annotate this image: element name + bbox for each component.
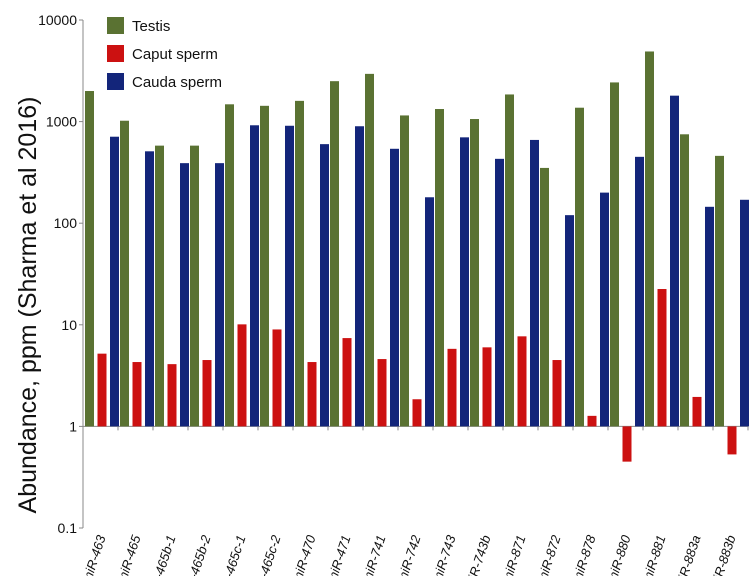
bar-testis — [610, 82, 619, 427]
bar-cauda-sperm — [285, 125, 294, 427]
category-labels: miR-463 miR-465 miR-465b-1 miR-465b-2 miR-46… — [79, 426, 749, 576]
category-label: miR-872 — [534, 533, 564, 576]
bar-caput-sperm — [447, 348, 457, 427]
bar-cauda-sperm — [670, 95, 679, 427]
category-label: miR-871 — [499, 533, 528, 576]
bar-caput-sperm — [202, 360, 212, 427]
category-label: miR-465b-1 — [143, 533, 178, 576]
category-label: miR-878 — [569, 533, 599, 576]
legend-swatch — [107, 17, 124, 34]
y-tick-label: 1 — [69, 418, 77, 434]
bar-cauda-sperm — [355, 126, 364, 427]
bars-group — [85, 51, 749, 462]
bar-cauda-sperm — [425, 197, 434, 427]
bar-testis — [365, 73, 374, 427]
bar-testis — [260, 105, 269, 427]
bar-testis — [85, 91, 94, 427]
bar-testis — [435, 109, 444, 427]
category-label: miR-883b — [707, 533, 739, 576]
category-label: miR-742 — [394, 533, 424, 576]
bar-cauda-sperm — [565, 215, 574, 427]
bar-caput-sperm — [377, 359, 387, 427]
bar-testis — [155, 145, 164, 427]
bar-testis — [645, 51, 654, 427]
legend: Testis Caput sperm Cauda sperm — [107, 17, 222, 91]
bar-caput-sperm — [517, 336, 527, 427]
category-label: miR-470 — [289, 533, 319, 576]
category-label: miR-471 — [324, 533, 353, 576]
bar-caput-sperm — [552, 360, 562, 427]
category-label: miR-883a — [672, 533, 704, 576]
bar-caput-sperm — [587, 415, 597, 427]
bar-caput-sperm — [167, 364, 177, 427]
bar-caput-sperm — [657, 289, 667, 427]
legend-label: Caput sperm — [132, 46, 218, 63]
bar-cauda-sperm — [740, 199, 749, 427]
y-tick-label: 100 — [54, 215, 78, 231]
category-label: miR-741 — [359, 533, 388, 576]
category-label: miR-880 — [604, 533, 634, 576]
bar-testis — [400, 115, 409, 427]
legend-swatch — [107, 45, 124, 62]
bar-cauda-sperm — [110, 136, 119, 427]
legend-label: Testis — [132, 18, 170, 35]
bar-cauda-sperm — [390, 148, 399, 427]
category-label: miR-463 — [79, 533, 109, 576]
bar-caput-sperm — [692, 396, 702, 427]
y-tick-label: 10 — [61, 317, 77, 333]
legend-label: Cauda sperm — [132, 74, 222, 91]
bar-caput-sperm — [237, 324, 247, 427]
bar-cauda-sperm — [600, 192, 609, 427]
bar-caput-sperm — [727, 426, 737, 455]
bar-cauda-sperm — [145, 151, 154, 427]
bar-cauda-sperm — [215, 163, 224, 427]
bar-cauda-sperm — [530, 139, 539, 427]
bar-cauda-sperm — [460, 137, 469, 427]
bar-caput-sperm — [412, 399, 422, 427]
bar-testis — [540, 167, 549, 427]
bar-testis — [575, 107, 584, 427]
y-tick-label: 1000 — [46, 114, 77, 130]
bar-testis — [225, 104, 234, 427]
category-label: miR-465 — [114, 533, 144, 576]
bar-cauda-sperm — [705, 206, 714, 427]
bar-cauda-sperm — [495, 158, 504, 427]
category-label: miR-881 — [639, 533, 668, 576]
y-tick-label: 10000 — [38, 12, 77, 28]
bar-testis — [295, 100, 304, 427]
category-label: miR-465b-2 — [178, 533, 213, 576]
y-axis-label: Abundance, ppm (Sharma et al 2016) — [14, 97, 42, 514]
bar-cauda-sperm — [635, 156, 644, 427]
bar-testis — [190, 145, 199, 427]
bar-testis — [680, 134, 689, 427]
bar-cauda-sperm — [320, 144, 329, 427]
bar-testis — [330, 81, 339, 427]
y-axis-ticks: 10000 1000 100 10 1 0.1 — [38, 12, 83, 536]
bar-caput-sperm — [132, 362, 142, 427]
bar-testis — [715, 155, 724, 427]
legend-swatch — [107, 73, 124, 90]
bar-testis — [505, 94, 514, 427]
category-label: miR-743b — [462, 533, 494, 576]
bar-caput-sperm — [482, 347, 492, 427]
bar-cauda-sperm — [250, 125, 259, 427]
y-tick-label: 0.1 — [58, 520, 78, 536]
bar-caput-sperm — [272, 329, 282, 427]
bar-caput-sperm — [342, 338, 352, 427]
bar-caput-sperm — [97, 353, 107, 427]
category-label: miR-465c-1 — [214, 533, 249, 576]
bar-cauda-sperm — [180, 163, 189, 427]
category-label: miR-465c-2 — [249, 533, 284, 576]
category-label: miR-743 — [429, 533, 459, 576]
bar-caput-sperm — [622, 426, 632, 462]
bar-testis — [120, 120, 129, 427]
bar-caput-sperm — [307, 362, 317, 427]
bar-testis — [470, 119, 479, 427]
